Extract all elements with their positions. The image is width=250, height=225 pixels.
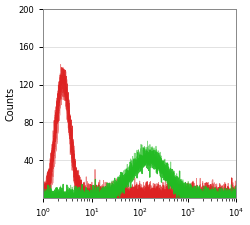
Y-axis label: Counts: Counts xyxy=(6,86,16,121)
